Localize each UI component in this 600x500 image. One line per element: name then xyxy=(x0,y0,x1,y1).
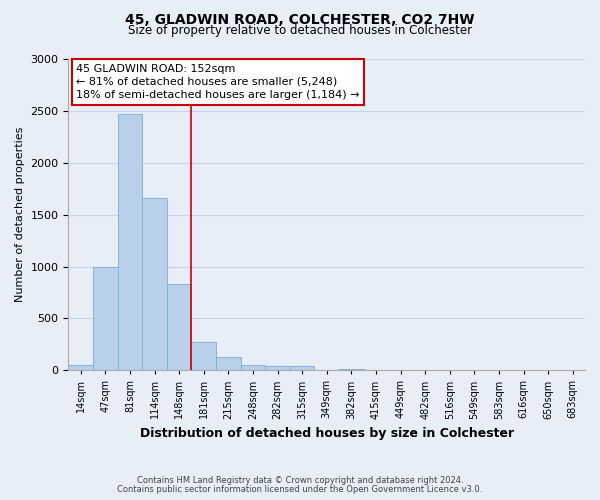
Bar xyxy=(216,358,241,370)
Bar xyxy=(290,366,314,370)
Bar xyxy=(118,114,142,370)
Text: 45 GLADWIN ROAD: 152sqm
← 81% of detached houses are smaller (5,248)
18% of semi: 45 GLADWIN ROAD: 152sqm ← 81% of detache… xyxy=(76,64,359,100)
Bar xyxy=(68,365,93,370)
Bar xyxy=(191,342,216,370)
Bar xyxy=(142,198,167,370)
Bar xyxy=(93,266,118,370)
Bar xyxy=(339,369,364,370)
Text: 45, GLADWIN ROAD, COLCHESTER, CO2 7HW: 45, GLADWIN ROAD, COLCHESTER, CO2 7HW xyxy=(125,12,475,26)
Text: Contains public sector information licensed under the Open Government Licence v3: Contains public sector information licen… xyxy=(118,485,482,494)
Bar xyxy=(265,366,290,370)
Y-axis label: Number of detached properties: Number of detached properties xyxy=(15,127,25,302)
Text: Size of property relative to detached houses in Colchester: Size of property relative to detached ho… xyxy=(128,24,472,37)
Text: Contains HM Land Registry data © Crown copyright and database right 2024.: Contains HM Land Registry data © Crown c… xyxy=(137,476,463,485)
Bar xyxy=(167,284,191,370)
Bar xyxy=(241,364,265,370)
X-axis label: Distribution of detached houses by size in Colchester: Distribution of detached houses by size … xyxy=(140,427,514,440)
